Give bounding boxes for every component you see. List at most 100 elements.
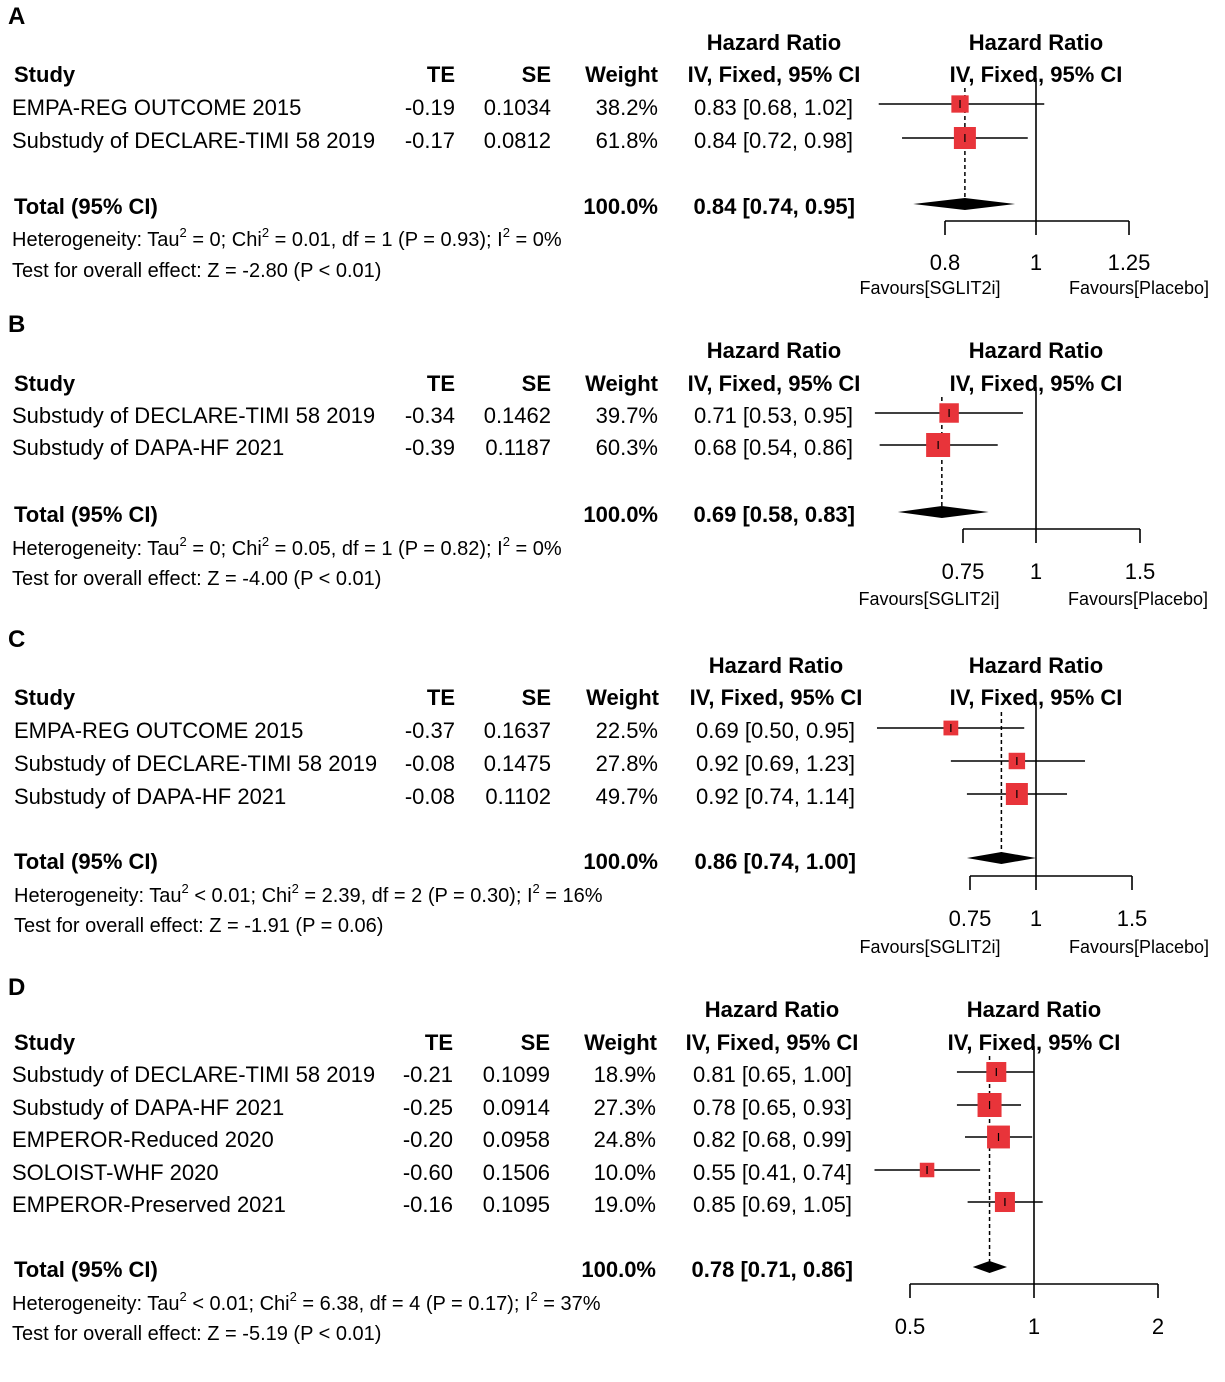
study-te: -0.39 bbox=[405, 435, 455, 460]
total-label: Total (95% CI) bbox=[14, 194, 158, 219]
total-weight: 100.0% bbox=[583, 194, 658, 219]
het-sup-1: 2 bbox=[180, 1289, 187, 1304]
het-sup-1: 2 bbox=[180, 225, 187, 240]
favours-right-label: Favours[Placebo] bbox=[1069, 937, 1209, 957]
forest-plot-area: 0.8 1 1.25 Favours[SGLIT2i] Favours[Placebo] bbox=[859, 78, 1209, 298]
study-header: Study bbox=[14, 685, 76, 710]
het-chi: = 0.05, df = 1 (P = 0.82); I bbox=[269, 538, 503, 560]
study-name: EMPA-REG OUTCOME 2015 bbox=[14, 718, 303, 743]
hr-method-header: IV, Fixed, 95% CI bbox=[690, 685, 863, 710]
het-prefix: Heterogeneity: Tau bbox=[12, 1293, 180, 1315]
het-chi: = 0.01, df = 1 (P = 0.93); I bbox=[269, 229, 503, 251]
study-name: SOLOIST-WHF 2020 bbox=[12, 1160, 219, 1185]
study-te: -0.34 bbox=[405, 403, 455, 428]
study-ci: 0.71 [0.53, 0.95] bbox=[694, 403, 853, 428]
favours-left-label: Favours[SGLIT2i] bbox=[859, 278, 1000, 298]
het-sup-3: 2 bbox=[503, 534, 510, 549]
se-header: SE bbox=[522, 62, 551, 87]
study-weight: 27.3% bbox=[594, 1095, 656, 1120]
se-header: SE bbox=[522, 685, 551, 710]
het-sup-1: 2 bbox=[180, 534, 187, 549]
x-tick-label: 1.25 bbox=[1108, 250, 1151, 275]
study-name: EMPEROR-Preserved 2021 bbox=[12, 1192, 286, 1217]
study-name: Substudy of DECLARE-TIMI 58 2019 bbox=[12, 403, 375, 428]
study-ci: 0.68 [0.54, 0.86] bbox=[694, 435, 853, 460]
het-prefix: Heterogeneity: Tau bbox=[12, 229, 180, 251]
het-prefix: Heterogeneity: Tau bbox=[12, 538, 180, 560]
weight-header: Weight bbox=[585, 62, 659, 87]
x-tick-label: 1 bbox=[1030, 906, 1042, 931]
het-tau: < 0.01; Chi bbox=[189, 885, 292, 907]
forest-plot-area: 0.75 1 1.5 Favours[SGLIT2i] Favours[Placebo] bbox=[859, 702, 1209, 957]
weight-header: Weight bbox=[586, 685, 660, 710]
forest-plot-area: 0.75 1 1.5 Favours[SGLIT2i] Favours[Placebo] bbox=[858, 387, 1208, 609]
study-name: EMPA-REG OUTCOME 2015 bbox=[12, 95, 301, 120]
favours-right-label: Favours[Placebo] bbox=[1069, 278, 1209, 298]
weight-header: Weight bbox=[585, 371, 659, 396]
favours-left-label: Favours[SGLIT2i] bbox=[858, 589, 999, 609]
x-tick-label: 1.5 bbox=[1125, 559, 1156, 584]
overall-effect-text: Test for overall effect: Z = -1.91 (P = … bbox=[14, 915, 383, 937]
x-tick-label: 0.8 bbox=[930, 250, 961, 275]
panel-a: A Hazard Ratio Hazard Ratio Study TE SE … bbox=[8, 3, 1209, 298]
het-i2: = 0% bbox=[510, 538, 562, 560]
het-chi: = 6.38, df = 4 (P = 0.17); I bbox=[297, 1293, 531, 1315]
panel-label: A bbox=[8, 3, 25, 30]
panel-c: C Hazard Ratio Hazard Ratio Study TE SE … bbox=[8, 626, 1209, 957]
hr-column-title: Hazard Ratio bbox=[707, 30, 841, 55]
study-se: 0.1637 bbox=[484, 718, 551, 743]
study-se: 0.1187 bbox=[485, 435, 551, 460]
te-header: TE bbox=[427, 371, 455, 396]
study-weight: 27.8% bbox=[596, 751, 658, 776]
pooled-diamond bbox=[972, 1261, 1008, 1273]
hr-column-title: Hazard Ratio bbox=[707, 338, 841, 363]
pooled-diamond bbox=[913, 198, 1016, 210]
study-se: 0.0958 bbox=[483, 1127, 550, 1152]
het-prefix: Heterogeneity: Tau bbox=[14, 885, 182, 907]
study-te: -0.19 bbox=[405, 95, 455, 120]
study-weight: 10.0% bbox=[594, 1160, 656, 1185]
se-header: SE bbox=[522, 371, 551, 396]
study-te: -0.20 bbox=[403, 1127, 453, 1152]
panel-label: D bbox=[8, 974, 25, 1001]
weight-header: Weight bbox=[584, 1030, 658, 1055]
hr-method-header: IV, Fixed, 95% CI bbox=[686, 1030, 859, 1055]
het-i2: = 37% bbox=[538, 1293, 601, 1315]
heterogeneity-text: Heterogeneity: Tau2 < 0.01; Chi2 = 6.38,… bbox=[12, 1289, 601, 1315]
plot-title: Hazard Ratio bbox=[967, 997, 1101, 1022]
study-name: Substudy of DECLARE-TIMI 58 2019 bbox=[14, 751, 377, 776]
study-te: -0.60 bbox=[403, 1160, 453, 1185]
forest-plot-area: 0.5 1 2 bbox=[874, 1046, 1164, 1339]
het-sup-2: 2 bbox=[292, 881, 299, 896]
study-se: 0.1462 bbox=[484, 403, 551, 428]
total-label: Total (95% CI) bbox=[14, 1257, 158, 1282]
heterogeneity-text: Heterogeneity: Tau2 = 0; Chi2 = 0.01, df… bbox=[12, 225, 562, 251]
x-tick-label: 1 bbox=[1030, 250, 1042, 275]
study-weight: 18.9% bbox=[594, 1062, 656, 1087]
study-weight: 38.2% bbox=[596, 95, 658, 120]
overall-effect-text: Test for overall effect: Z = -5.19 (P < … bbox=[12, 1323, 381, 1345]
study-ci: 0.85 [0.69, 1.05] bbox=[693, 1192, 852, 1217]
plot-title: Hazard Ratio bbox=[969, 30, 1103, 55]
study-se: 0.1475 bbox=[484, 751, 551, 776]
hr-method-header: IV, Fixed, 95% CI bbox=[688, 371, 861, 396]
se-header: SE bbox=[521, 1030, 550, 1055]
study-weight: 61.8% bbox=[596, 128, 658, 153]
study-ci: 0.78 [0.65, 0.93] bbox=[693, 1095, 852, 1120]
study-ci: 0.92 [0.74, 1.14] bbox=[696, 784, 855, 809]
x-tick-label: 1.5 bbox=[1117, 906, 1148, 931]
study-name: Substudy of DECLARE-TIMI 58 2019 bbox=[12, 128, 375, 153]
study-header: Study bbox=[14, 1030, 76, 1055]
study-ci: 0.84 [0.72, 0.98] bbox=[694, 128, 853, 153]
study-weight: 24.8% bbox=[594, 1127, 656, 1152]
x-tick-label: 2 bbox=[1152, 1314, 1164, 1339]
heterogeneity-text: Heterogeneity: Tau2 = 0; Chi2 = 0.05, df… bbox=[12, 534, 562, 560]
total-ci: 0.84 [0.74, 0.95] bbox=[694, 194, 855, 219]
het-sup-2: 2 bbox=[262, 534, 269, 549]
het-sup-2: 2 bbox=[290, 1289, 297, 1304]
study-header: Study bbox=[14, 62, 76, 87]
total-weight: 100.0% bbox=[583, 849, 658, 874]
study-te: -0.08 bbox=[405, 751, 455, 776]
total-label: Total (95% CI) bbox=[14, 502, 158, 527]
